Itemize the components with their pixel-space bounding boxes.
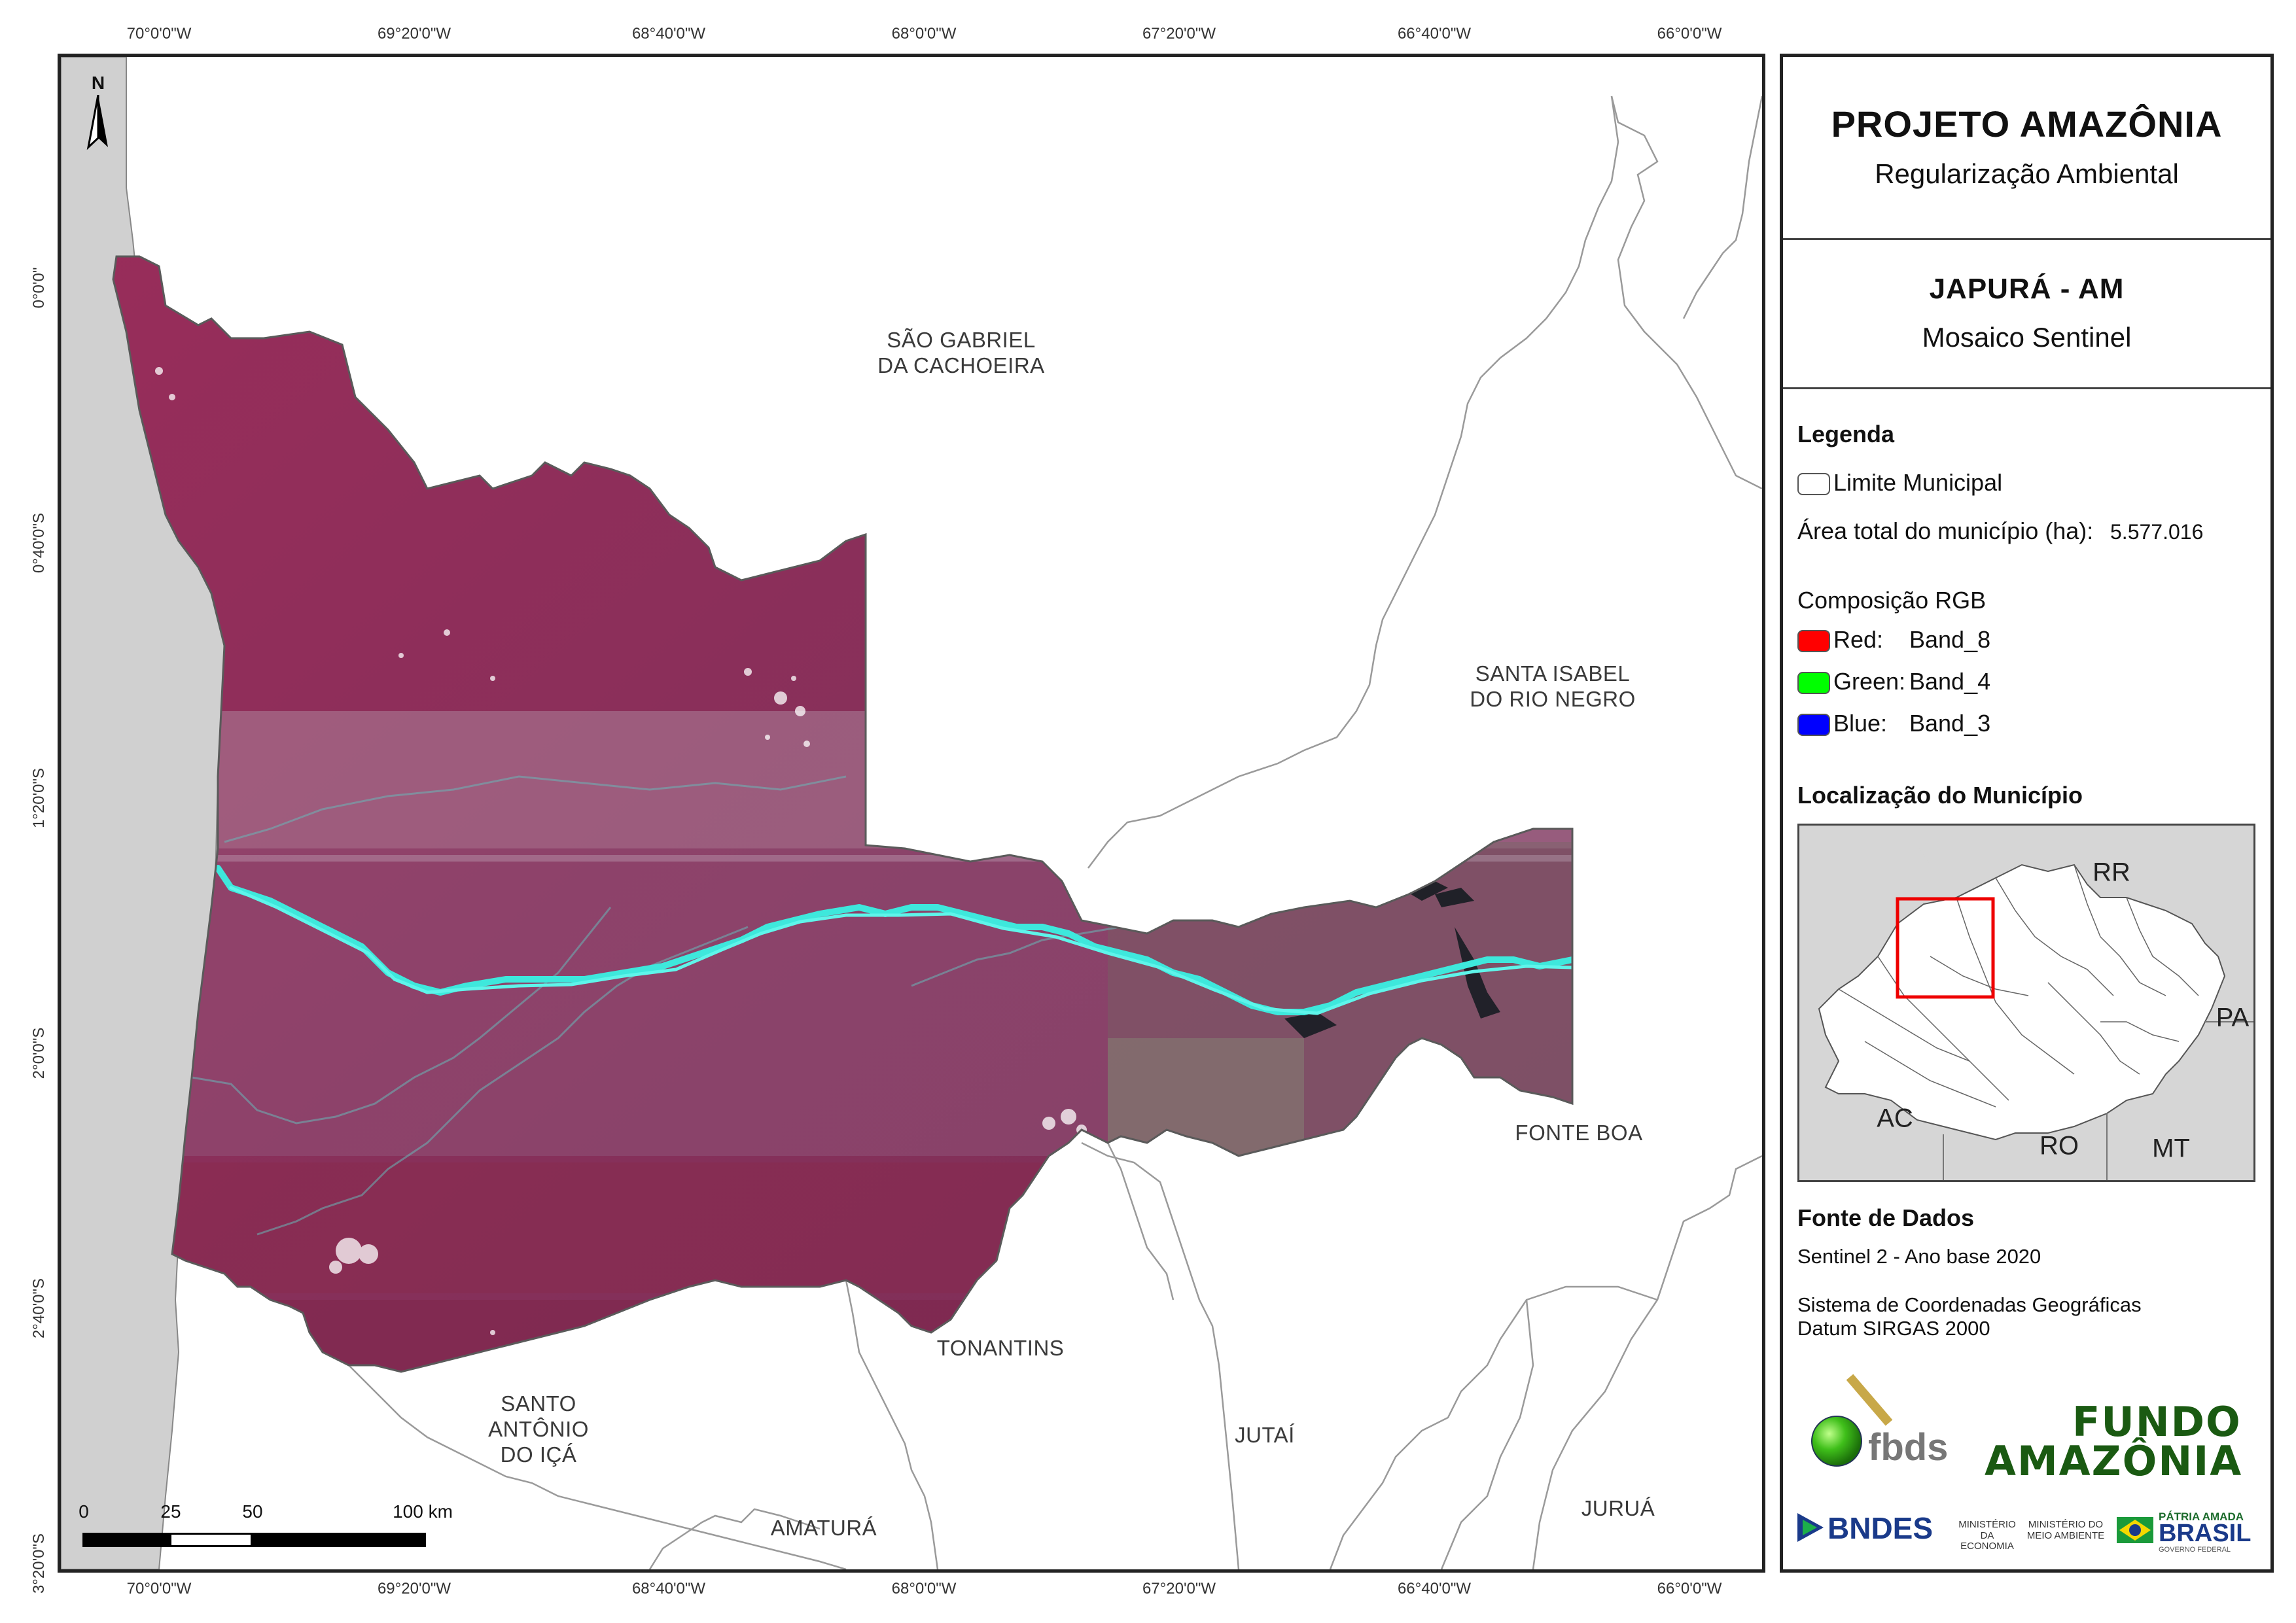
legend-heading: Legenda (1797, 421, 1895, 447)
coord-left-2: 0°40'0"S (30, 512, 48, 574)
bndes-logo: BNDES (1797, 1510, 1948, 1545)
inset-label-ac: AC (1877, 1104, 1913, 1133)
scale-tick-100: 100 km (393, 1501, 453, 1522)
label-sao-gabriel: SÃO GABRIEL DA CACHOEIRA (877, 328, 1045, 377)
inset-label-rr: RR (2093, 858, 2130, 887)
area-value: 5.577.016 (2110, 520, 2204, 544)
sources-line1: Sentinel 2 - Ano base 2020 (1797, 1245, 2041, 1268)
coord-top-2: 69°20'0"W (377, 25, 451, 43)
rgb-heading: Composição RGB (1797, 587, 1987, 614)
municipal-boundaries (348, 96, 1762, 1569)
title-section: PROJETO AMAZÔNIA Regularização Ambiental (1783, 57, 2270, 240)
coord-top-4: 68°0'0"W (891, 25, 957, 43)
blue-channel: Blue: (1833, 710, 1888, 737)
fbds-logo-icon (1811, 1374, 1893, 1467)
gov-text: GOVERNO FEDERAL (2159, 1546, 2231, 1554)
coord-top-6: 66°40'0"W (1397, 25, 1472, 43)
label-fonte-boa: FONTE BOA (1515, 1121, 1643, 1145)
red-swatch (1797, 630, 1830, 652)
fundo-logo-line2: AMAZÔNIA (1985, 1437, 2243, 1485)
north-arrow: N (80, 73, 116, 151)
scale-tick-50: 50 (242, 1501, 263, 1522)
coord-bottom-5: 67°20'0"W (1142, 1580, 1216, 1597)
coord-bottom-4: 68°0'0"W (891, 1580, 957, 1597)
scale-segment-1 (82, 1533, 169, 1547)
coord-top-1: 70°0'0"W (126, 25, 192, 43)
north-arrow-icon (86, 95, 108, 150)
green-swatch (1797, 672, 1830, 694)
bndes-icon (1797, 1513, 1824, 1542)
fbds-text: fbds (1868, 1426, 1949, 1469)
inset-label-pa: PA (2216, 1003, 2250, 1032)
coord-left-5: 2°40'0"S (30, 1278, 48, 1339)
inset-label-ro: RO (2040, 1131, 2079, 1161)
green-channel: Green: (1833, 668, 1906, 695)
limit-swatch (1797, 473, 1830, 495)
red-channel: Red: (1833, 626, 1884, 653)
north-label: N (91, 73, 105, 93)
inset-canvas (1799, 826, 2253, 1180)
coord-bottom-3: 68°40'0"W (631, 1580, 706, 1597)
coord-top-5: 67°20'0"W (1142, 25, 1216, 43)
sources-line3: Datum SIRGAS 2000 (1797, 1317, 1990, 1340)
map-canvas (61, 57, 1762, 1569)
area-label: Área total do município (ha): (1797, 517, 2094, 544)
coord-bottom-6: 66°40'0"W (1397, 1580, 1472, 1597)
coord-top-7: 66°0'0"W (1657, 25, 1722, 43)
bndes-text: BNDES (1828, 1511, 1934, 1545)
scale-tick-0: 0 (79, 1501, 89, 1522)
label-jutai: JUTAÍ (1235, 1423, 1295, 1447)
label-santo-antonio: SANTO ANTÔNIO DO IÇÁ (488, 1391, 589, 1467)
project-subtitle: Regularização Ambiental (1875, 158, 2179, 189)
blue-band: Band_3 (1909, 710, 1991, 737)
green-band: Band_4 (1909, 668, 1991, 695)
scale-bar: 0 25 50 100 km (79, 1501, 453, 1560)
inset-label-mt: MT (2152, 1134, 2190, 1163)
label-amatura: AMATURÁ (770, 1516, 877, 1540)
fundo-logo-line1: FUNDO (2072, 1398, 2242, 1446)
blue-swatch (1797, 714, 1830, 736)
label-tonantins: TONANTINS (936, 1336, 1065, 1360)
product-title: Mosaico Sentinel (1922, 322, 2132, 353)
coord-bottom-7: 66°0'0"W (1657, 1580, 1722, 1597)
coord-bottom-1: 70°0'0"W (126, 1580, 192, 1597)
municipality-section: JAPURÁ - AM Mosaico Sentinel (1783, 240, 2270, 389)
coord-left-3: 1°20'0"S (30, 767, 48, 829)
brasil-text: BRASIL (2159, 1520, 2252, 1547)
ministerio-economia: MINISTÉRIO DA ECONOMIA (1958, 1519, 2016, 1552)
location-heading: Localização do Município (1797, 782, 2083, 809)
coord-left-6: 3°20'0"S (30, 1533, 48, 1594)
location-inset-map[interactable]: RR PA AC RO MT (1797, 824, 2255, 1182)
coord-left-4: 2°0'0"S (30, 1027, 48, 1079)
coord-left-1: 0°0'0" (30, 267, 48, 309)
label-santa-isabel: SANTA ISABEL DO RIO NEGRO (1470, 661, 1636, 711)
ministerio-meio-ambiente: MINISTÉRIO DO MEIO AMBIENTE (2026, 1519, 2105, 1541)
limit-label: Limite Municipal (1833, 469, 2003, 496)
japura-river (215, 865, 1572, 1015)
coord-top-3: 68°40'0"W (631, 25, 706, 43)
location-highlight (1896, 897, 1995, 999)
patria-text: PÁTRIA AMADA (2159, 1510, 2244, 1523)
scale-segment-2 (169, 1533, 253, 1547)
red-band: Band_8 (1909, 626, 1991, 653)
label-jurua: JURUÁ (1581, 1496, 1655, 1520)
fbds-logo: fbds (1797, 1370, 1968, 1469)
scale-segment-3 (253, 1533, 426, 1547)
sources-line2: Sistema de Coordenadas Geográficas (1797, 1293, 2142, 1316)
map-frame[interactable]: N SÃO GABRIEL DA CACHOEIRA SANTA ISABEL … (58, 54, 1765, 1573)
brasil-flag-icon (2117, 1517, 2153, 1543)
municipality-title: JAPURÁ - AM (1929, 273, 2125, 305)
scale-tick-25: 25 (160, 1501, 181, 1522)
project-title: PROJETO AMAZÔNIA (1831, 103, 2223, 145)
coord-bottom-2: 69°20'0"W (377, 1580, 451, 1597)
legend-panel: PROJETO AMAZÔNIA Regularização Ambiental… (1780, 54, 2274, 1573)
brasil-logo: PÁTRIA AMADA BRASIL GOVERNO FEDERAL (2117, 1508, 2264, 1554)
sources-heading: Fonte de Dados (1797, 1204, 1975, 1231)
